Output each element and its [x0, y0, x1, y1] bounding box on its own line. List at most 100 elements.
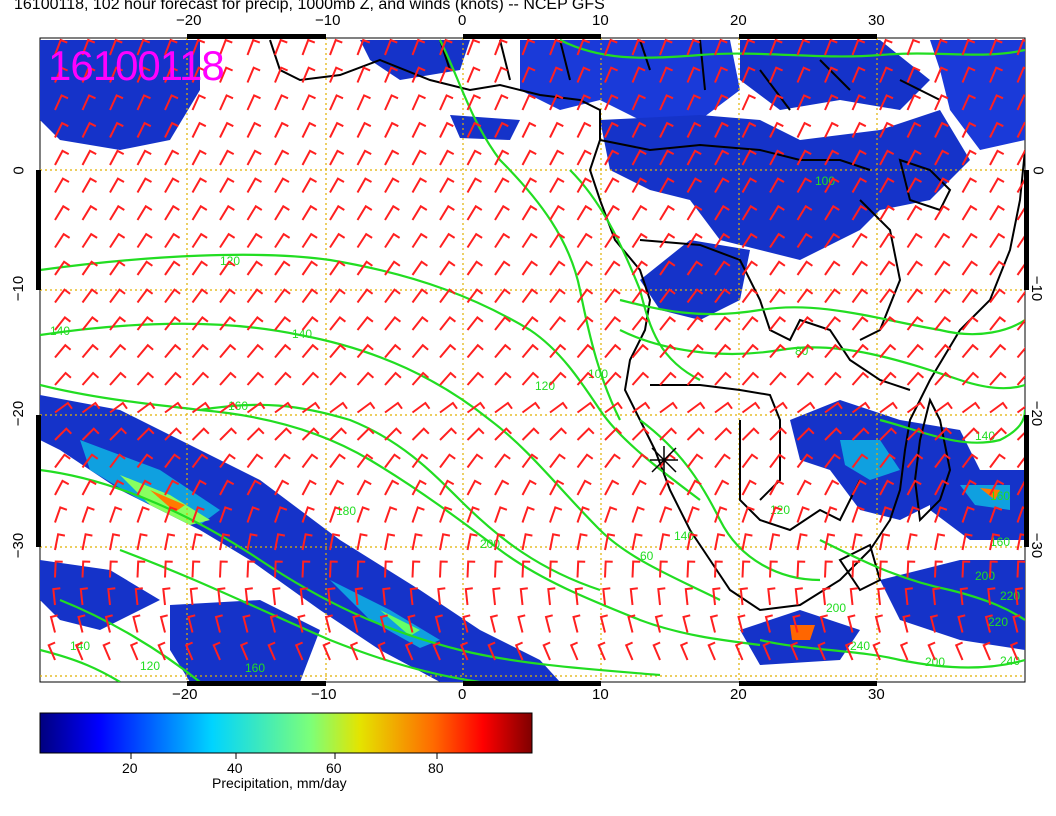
wind-barb [631, 533, 643, 551]
wind-barb [219, 560, 228, 578]
wind-barb [769, 506, 783, 523]
wind-barb [107, 587, 116, 606]
wind-barb [737, 614, 746, 633]
wind-barb [796, 401, 816, 414]
wind-barb [384, 204, 400, 221]
wind-barb [521, 506, 535, 523]
wind-barb [54, 66, 69, 83]
wind-barb [191, 121, 207, 138]
wind-barb [301, 371, 320, 386]
wind-barb [1016, 177, 1025, 193]
wind-barb [136, 66, 151, 83]
wind-barb [824, 38, 838, 56]
wind-barb [437, 587, 446, 606]
wind-barb [1016, 506, 1025, 523]
wind-barb [81, 66, 96, 83]
wind-barb [219, 260, 236, 276]
wind-barb [219, 401, 238, 414]
wind-barb [549, 533, 561, 551]
wind-barb [851, 288, 869, 304]
wind-barb [109, 315, 127, 331]
wind-barb [762, 641, 771, 661]
wind-barb [384, 177, 400, 193]
wind-barb [521, 560, 531, 578]
wind-barb [824, 177, 840, 193]
wind-barb [657, 587, 666, 606]
wind-barb [466, 427, 485, 441]
wind-barb [432, 641, 441, 661]
wind-barb [906, 343, 924, 359]
map-title: 16100118, 102 hour forecast for precip, … [14, 0, 605, 13]
wind-barb [274, 560, 283, 578]
wind-barb [659, 66, 674, 83]
wind-barb [957, 614, 966, 633]
wind-barb [906, 66, 921, 83]
wind-barb [686, 149, 702, 166]
wind-barb [822, 587, 831, 606]
wind-barb [466, 232, 483, 249]
wind-barb [494, 315, 512, 331]
wind-barb [136, 38, 151, 56]
wind-barb [191, 204, 208, 221]
wind-barb [246, 66, 261, 83]
wind-barb [54, 343, 72, 359]
wind-barb [164, 453, 181, 469]
wind-barb [494, 371, 512, 386]
wind-barb [136, 506, 150, 523]
wind-barb [769, 66, 784, 83]
wind-barb [741, 232, 758, 249]
wind-barb [984, 614, 993, 633]
wind-barb [851, 427, 870, 441]
wind-barb [659, 149, 675, 166]
wind-barb [654, 614, 663, 633]
wind-barb [411, 94, 426, 111]
wind-barb [246, 232, 263, 249]
wind-barb [631, 260, 648, 276]
wind-barb [191, 401, 211, 414]
wind-barb [102, 641, 111, 661]
wind-barb [576, 288, 594, 304]
wind-barb [494, 560, 503, 578]
wind-barb [136, 401, 156, 414]
wind-barb [246, 479, 262, 496]
wind-barb [191, 371, 210, 386]
wind-barb [81, 149, 97, 166]
wind-barb [356, 38, 371, 56]
wind-barb [521, 453, 539, 469]
wind-barb [466, 315, 484, 331]
wind-barb [217, 587, 226, 606]
wind-barb [109, 533, 121, 551]
wind-barb [384, 343, 402, 359]
wind-barb [824, 66, 839, 83]
wind-barb [301, 479, 317, 496]
wind-barb [521, 288, 539, 304]
svg-text:200: 200 [975, 569, 995, 583]
run-stamp: 16100118 [48, 42, 225, 89]
wind-barb [576, 401, 596, 414]
colorbar-label-80: 80 [428, 760, 444, 776]
wind-barb [934, 371, 952, 386]
wind-barb [549, 121, 564, 138]
colorbar-label-20: 20 [122, 760, 138, 776]
wind-barb [576, 479, 592, 496]
wind-barb [549, 232, 566, 249]
wind-barb [686, 315, 704, 331]
wind-barb [136, 371, 155, 386]
wind-barb [219, 177, 235, 193]
wind-barb [109, 94, 124, 111]
wind-barb [74, 641, 84, 661]
wind-barb [466, 121, 482, 138]
wind-barb [769, 149, 785, 166]
wind-barb [879, 533, 891, 551]
wind-barb [191, 427, 210, 441]
wind-barb [269, 614, 278, 633]
wind-barb [659, 427, 678, 441]
wind-barb [796, 315, 814, 331]
wind-barb [329, 38, 343, 56]
wind-barb [136, 427, 155, 441]
wind-barb [301, 121, 317, 138]
wind-barb [1016, 290, 1025, 304]
wind-barb [961, 121, 977, 138]
wind-barb [164, 506, 178, 523]
wind-barb [934, 506, 948, 523]
